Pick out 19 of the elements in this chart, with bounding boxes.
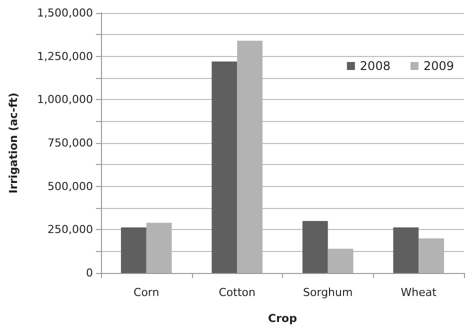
y-tick-label: 500,000 <box>48 180 93 193</box>
bar <box>302 221 328 273</box>
y-tick-label: 1,000,000 <box>37 93 93 106</box>
y-tick-label: 750,000 <box>48 136 93 150</box>
x-tick-label: Wheat <box>400 286 438 299</box>
x-tick-label: Corn <box>134 286 160 299</box>
y-tick-label: 1,500,000 <box>37 6 93 20</box>
legend-label: 2008 <box>360 59 390 73</box>
x-axis-title: Crop <box>268 312 298 325</box>
y-axis-title: Irrigation (ac-ft) <box>7 92 20 194</box>
legend-label: 2009 <box>423 59 454 73</box>
y-tick-label: 250,000 <box>48 223 93 236</box>
bar <box>212 62 238 273</box>
x-tick-label: Sorghum <box>303 286 353 299</box>
y-tick-label: 0 <box>86 266 93 280</box>
bar <box>120 227 146 273</box>
bar <box>393 227 419 273</box>
y-tick-label: 1,250,000 <box>37 50 93 63</box>
x-tick-label: Cotton <box>218 286 256 299</box>
